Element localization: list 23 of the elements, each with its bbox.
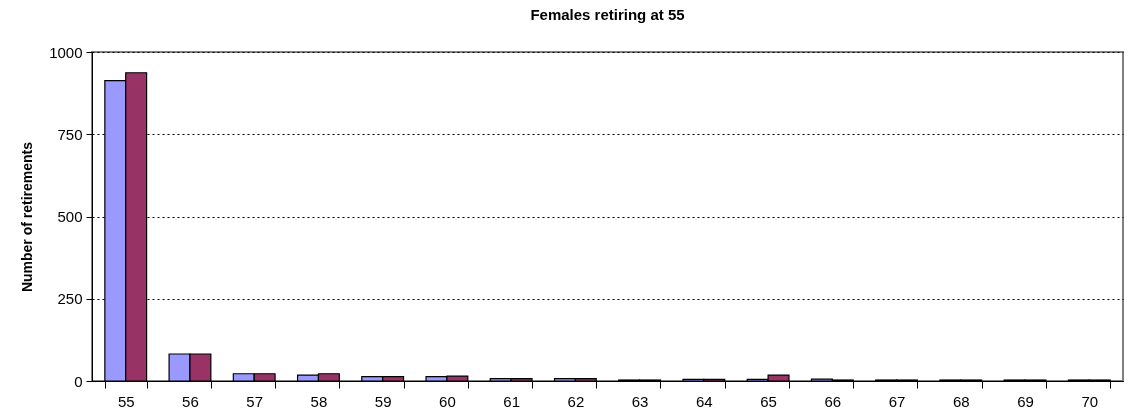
x-tick-label: 68 [952,392,970,410]
x-tick-label: 58 [310,392,328,410]
x-tick-label: 62 [567,392,585,410]
x-tick-label: 64 [696,392,713,410]
x-tick-label: 59 [374,392,392,410]
x-tick-label: 61 [503,392,520,410]
y-axis-title: Number of retirements [19,141,36,293]
y-tick-label: 750 [57,125,83,143]
x-tick-label: 65 [760,392,777,410]
x-tick-label: 66 [824,392,842,410]
x-tick-label: 60 [439,392,456,410]
x-tick-label: 55 [117,392,135,410]
y-tick-label: 500 [57,208,83,225]
x-tick-label: 67 [888,392,906,410]
y-tick-label: 250 [57,290,83,308]
chart-title: Females retiring at 55 [530,6,685,23]
y-tick-label: 1000 [49,43,83,61]
x-tick-label: 57 [246,392,264,410]
x-tick-label: 56 [182,392,199,410]
y-tick-label: 0 [74,372,83,390]
x-tick-label: 63 [631,392,649,410]
x-tick-label: 70 [1081,392,1099,410]
x-tick-label: 69 [1017,392,1034,410]
